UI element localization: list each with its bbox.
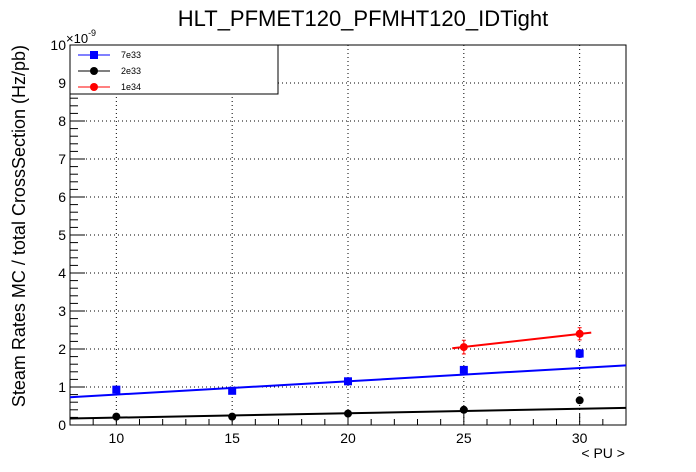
- x-tick-label-0: 10: [109, 430, 125, 446]
- data-point-7e33-4: [575, 349, 584, 358]
- y-tick-label-7: 7: [58, 151, 66, 167]
- y-tick-label-1: 1: [58, 379, 66, 395]
- y-tick-label-8: 8: [58, 113, 66, 129]
- y-exponent-label: ×10-9: [66, 28, 96, 46]
- data-point-2e33-3: [459, 405, 468, 414]
- y-tick-label-5: 5: [58, 227, 66, 243]
- y-tick-label-0: 0: [58, 417, 66, 433]
- y-exponent-power: -9: [88, 28, 96, 38]
- x-tick-label-3: 25: [456, 430, 472, 446]
- fit-line-1e34: [452, 331, 592, 350]
- y-tick-label-10: 10: [50, 37, 66, 53]
- data-point-2e33-0: [112, 412, 121, 421]
- legend-marker: [90, 51, 98, 59]
- data-point-7e33-1: [228, 386, 237, 395]
- marker: [459, 365, 468, 374]
- grid: [70, 45, 626, 425]
- legend-entry-1e34: 1e34: [78, 82, 141, 92]
- legend-entry-2e33: 2e33: [78, 66, 141, 76]
- legend-label: 1e34: [121, 82, 141, 92]
- y-tick-label-3: 3: [58, 303, 66, 319]
- x-tick-label-1: 15: [224, 430, 240, 446]
- y-tick-label-2: 2: [58, 341, 66, 357]
- legend: 7e33 2e33 1e34: [69, 44, 279, 95]
- y-axis-title: Steam Rates MC / total CrossSection (Hz/…: [9, 45, 29, 407]
- data-point-7e33-2: [344, 377, 352, 386]
- y-tick-label-6: 6: [58, 189, 66, 205]
- marker: [344, 409, 352, 418]
- marker: [228, 386, 237, 395]
- legend-marker: [90, 67, 98, 75]
- marker: [575, 396, 584, 405]
- legend-box: [69, 44, 279, 95]
- data-point-1e34-1: [575, 327, 584, 341]
- y-exponent-base: ×10: [66, 31, 88, 46]
- data-points: [112, 327, 584, 421]
- data-point-1e34-0: [459, 339, 468, 355]
- marker: [459, 343, 468, 352]
- x-tick-label-4: 30: [572, 430, 588, 446]
- tick-labels: 10 15 20 25 30 0 1 2 3 4 5 6 7 8 9 10: [50, 37, 587, 446]
- marker: [228, 412, 237, 421]
- legend-entries: 7e33 2e33 1e34: [78, 50, 141, 92]
- data-point-2e33-1: [228, 412, 237, 421]
- y-tick-label-9: 9: [58, 75, 66, 91]
- marker: [459, 405, 468, 414]
- data-point-7e33-0: [112, 385, 121, 394]
- legend-label: 7e33: [121, 50, 141, 60]
- data-point-7e33-3: [459, 365, 468, 374]
- marker: [575, 349, 584, 358]
- legend-marker: [90, 83, 98, 91]
- marker: [575, 329, 584, 338]
- marker: [344, 377, 352, 386]
- y-tick-label-4: 4: [58, 265, 66, 281]
- marker: [112, 385, 121, 394]
- marker: [112, 412, 121, 421]
- chart-title: HLT_PFMET120_PFMHT120_IDTight: [178, 6, 548, 31]
- x-tick-label-2: 20: [340, 430, 356, 446]
- x-axis-title: < PU >: [581, 445, 625, 461]
- legend-label: 2e33: [121, 66, 141, 76]
- data-point-2e33-4: [575, 396, 584, 405]
- legend-entry-7e33: 7e33: [78, 50, 141, 60]
- data-point-2e33-2: [344, 409, 352, 418]
